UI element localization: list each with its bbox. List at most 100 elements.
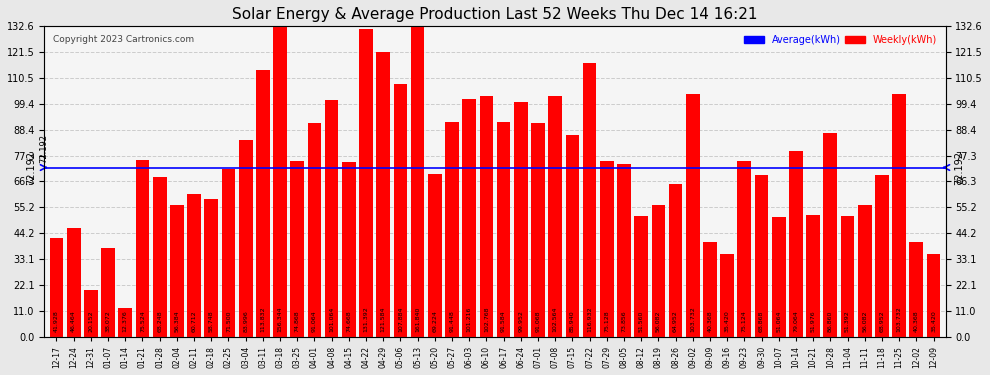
Text: 91.448: 91.448 <box>449 310 454 332</box>
Text: 101.216: 101.216 <box>466 307 471 332</box>
Text: 41.928: 41.928 <box>54 310 59 332</box>
Bar <box>428 174 442 337</box>
Text: 102.564: 102.564 <box>552 307 557 332</box>
Bar <box>256 70 269 337</box>
Bar <box>738 160 751 337</box>
Bar <box>222 169 236 337</box>
Bar <box>84 290 98 337</box>
Text: 103.732: 103.732 <box>690 306 695 332</box>
Bar <box>325 100 339 337</box>
Bar <box>497 122 511 337</box>
Bar <box>703 242 717 337</box>
Bar <box>342 162 355 337</box>
Bar <box>617 164 631 337</box>
Bar <box>514 102 528 337</box>
Text: 72.192: 72.192 <box>39 134 48 163</box>
Text: 51.560: 51.560 <box>639 311 644 332</box>
Bar <box>308 123 322 337</box>
Bar <box>668 184 682 337</box>
Bar <box>119 308 132 337</box>
Bar <box>824 133 838 337</box>
Text: 107.884: 107.884 <box>398 307 403 332</box>
Bar <box>446 122 459 337</box>
Text: 75.524: 75.524 <box>140 310 145 332</box>
Text: 74.668: 74.668 <box>346 310 351 332</box>
Bar <box>858 205 871 337</box>
Text: 64.952: 64.952 <box>673 310 678 332</box>
Bar <box>66 228 80 337</box>
Text: 156.344: 156.344 <box>277 306 282 332</box>
Bar <box>548 96 562 337</box>
Bar <box>651 205 665 337</box>
Text: 101.064: 101.064 <box>329 307 334 332</box>
Text: 12.376: 12.376 <box>123 310 128 332</box>
Text: 121.584: 121.584 <box>381 307 386 332</box>
Bar <box>789 152 803 337</box>
Legend: Average(kWh), Weekly(kWh): Average(kWh), Weekly(kWh) <box>741 31 940 48</box>
Text: 58.748: 58.748 <box>209 310 214 332</box>
Text: 68.868: 68.868 <box>759 311 764 332</box>
Text: 40.368: 40.368 <box>914 310 919 332</box>
Bar <box>204 199 218 337</box>
Text: 68.248: 68.248 <box>157 310 162 332</box>
Text: 46.464: 46.464 <box>71 310 76 332</box>
Text: 85.940: 85.940 <box>570 310 575 332</box>
Bar <box>583 63 596 337</box>
Text: 20.152: 20.152 <box>88 310 93 332</box>
Bar <box>187 194 201 337</box>
Bar <box>273 0 287 337</box>
Text: 60.712: 60.712 <box>191 310 197 332</box>
Text: 91.584: 91.584 <box>501 310 506 332</box>
Text: 103.732: 103.732 <box>897 306 902 332</box>
Text: 71.500: 71.500 <box>226 310 231 332</box>
Text: 113.832: 113.832 <box>260 306 265 332</box>
Bar <box>772 217 786 337</box>
Bar <box>359 29 373 337</box>
Bar <box>841 216 854 337</box>
Bar <box>376 52 390 337</box>
Bar <box>686 94 700 337</box>
Bar <box>721 254 734 337</box>
Bar <box>152 177 166 337</box>
Bar <box>754 175 768 337</box>
Bar <box>290 161 304 337</box>
Text: 56.384: 56.384 <box>174 310 179 332</box>
Text: 91.064: 91.064 <box>312 310 317 332</box>
Bar <box>239 140 252 337</box>
Text: 99.952: 99.952 <box>519 310 524 332</box>
Bar <box>892 94 906 337</box>
Bar <box>170 205 184 337</box>
Bar <box>462 99 476 337</box>
Text: 74.868: 74.868 <box>295 310 300 332</box>
Text: 35.420: 35.420 <box>725 310 730 332</box>
Text: 75.128: 75.128 <box>604 310 609 332</box>
Bar <box>806 215 820 337</box>
Bar <box>600 160 614 337</box>
Text: 35.420: 35.420 <box>931 310 936 332</box>
Text: 86.860: 86.860 <box>828 311 833 332</box>
Text: 69.224: 69.224 <box>433 310 438 332</box>
Bar <box>531 123 544 337</box>
Text: 51.064: 51.064 <box>776 310 781 332</box>
Text: 38.072: 38.072 <box>106 310 111 332</box>
Bar <box>411 0 425 337</box>
Bar <box>394 84 407 337</box>
Text: 116.932: 116.932 <box>587 306 592 332</box>
Bar <box>136 160 149 337</box>
Text: 161.840: 161.840 <box>415 307 420 332</box>
Bar <box>50 238 63 337</box>
Text: 79.064: 79.064 <box>793 310 799 332</box>
Text: 68.952: 68.952 <box>879 310 884 332</box>
Text: 83.996: 83.996 <box>244 310 248 332</box>
Text: 72.192: 72.192 <box>26 150 36 184</box>
Text: 51.392: 51.392 <box>845 310 850 332</box>
Text: 131.392: 131.392 <box>363 306 368 332</box>
Bar <box>635 216 648 337</box>
Text: 102.768: 102.768 <box>484 307 489 332</box>
Text: Copyright 2023 Cartronics.com: Copyright 2023 Cartronics.com <box>53 35 195 44</box>
Text: 73.856: 73.856 <box>622 310 627 332</box>
Bar <box>875 175 889 337</box>
Text: 56.082: 56.082 <box>656 310 661 332</box>
Text: 91.068: 91.068 <box>536 310 541 332</box>
Text: 40.368: 40.368 <box>708 310 713 332</box>
